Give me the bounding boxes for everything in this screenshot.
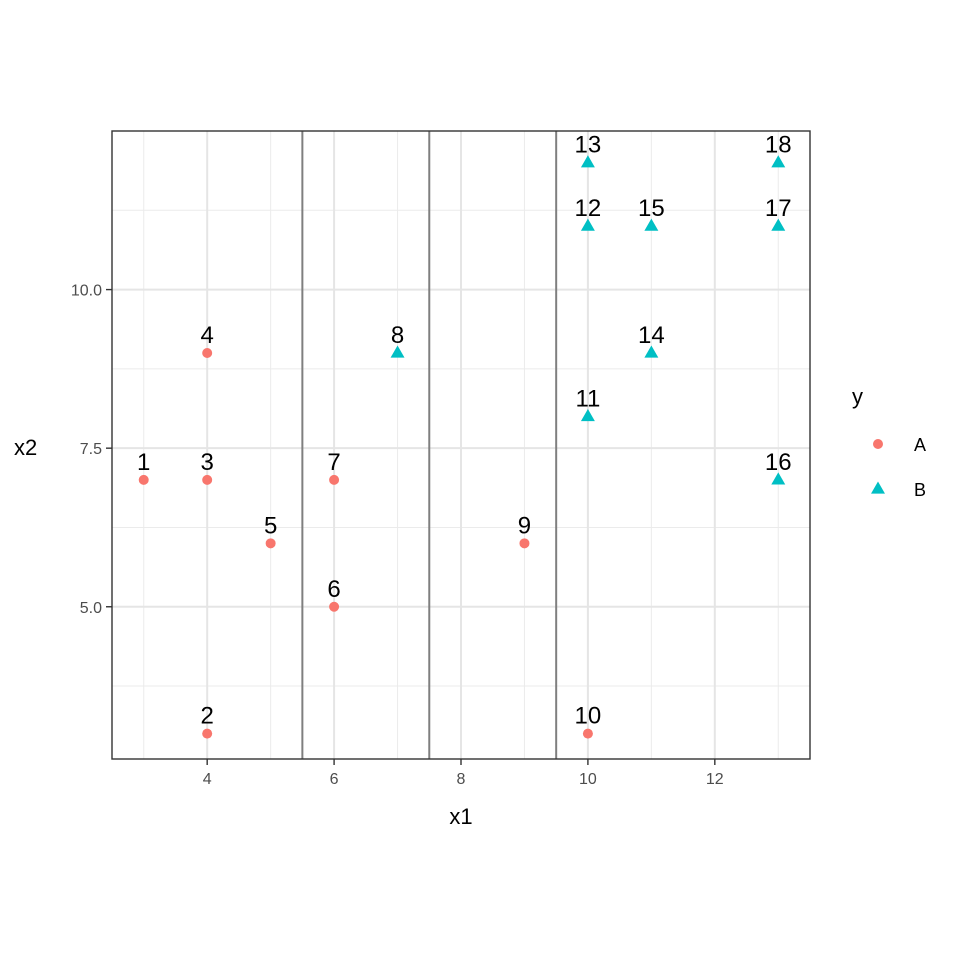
point-marker-6 <box>329 601 340 612</box>
point-marker-14 <box>644 345 659 358</box>
x-tick-label: 10 <box>579 771 597 788</box>
point-marker-11 <box>580 408 595 422</box>
point-label-9: 9 <box>518 512 531 539</box>
x-tick-label: 4 <box>203 771 212 788</box>
point-marker-10 <box>582 728 593 739</box>
point-label-16: 16 <box>765 449 792 476</box>
point-label-11: 11 <box>575 385 600 412</box>
legend-title: y <box>852 384 863 409</box>
legend-key-B <box>871 481 885 494</box>
legend-key-A <box>873 439 883 449</box>
point-marker-4 <box>202 348 213 359</box>
point-label-4: 4 <box>201 322 214 349</box>
point-label-10: 10 <box>575 703 602 730</box>
point-marker-8 <box>390 345 405 358</box>
legend-items: AB <box>871 435 926 500</box>
point-marker-2 <box>202 728 213 739</box>
point-label-2: 2 <box>201 703 214 730</box>
x-tick-label: 8 <box>457 771 466 788</box>
point-marker-15 <box>644 218 659 231</box>
grid-lines <box>112 131 810 759</box>
point-label-8: 8 <box>391 322 404 349</box>
point-marker-17 <box>771 218 786 231</box>
split-lines <box>301 131 558 759</box>
point-label-3: 3 <box>201 449 214 476</box>
point-label-14: 14 <box>638 322 665 349</box>
legend-label-B: B <box>914 480 926 500</box>
legend: y AB <box>852 384 926 500</box>
axes: 4 6 8 10 125.07.510.0 <box>71 283 724 788</box>
point-marker-7 <box>329 474 340 485</box>
y-tick-label: 10.0 <box>71 283 102 300</box>
point-marker-5 <box>265 538 276 549</box>
x-tick-label: 6 <box>330 771 339 788</box>
point-marker-9 <box>519 538 530 549</box>
x-tick-label: 12 <box>706 771 724 788</box>
point-label-18: 18 <box>765 132 792 159</box>
y-tick-label: 7.5 <box>80 441 102 458</box>
legend-label-A: A <box>914 435 926 455</box>
point-marker-18 <box>771 155 786 168</box>
point-label-7: 7 <box>327 449 340 476</box>
point-label-6: 6 <box>327 576 340 603</box>
point-marker-16 <box>771 472 786 485</box>
x-axis-title: x1 <box>449 804 472 829</box>
point-marker-1 <box>138 474 149 485</box>
y-tick-label: 5.0 <box>80 600 102 617</box>
point-label-17: 17 <box>765 195 792 222</box>
point-label-13: 13 <box>575 132 602 159</box>
point-label-15: 15 <box>638 195 665 222</box>
y-axis-title: x2 <box>14 435 37 460</box>
point-label-5: 5 <box>264 512 277 539</box>
point-marker-12 <box>580 218 595 231</box>
data-points <box>138 155 786 739</box>
point-marker-3 <box>202 474 213 485</box>
point-marker-13 <box>580 155 595 168</box>
point-label-12: 12 <box>575 195 602 222</box>
point-label-1: 1 <box>137 449 150 476</box>
